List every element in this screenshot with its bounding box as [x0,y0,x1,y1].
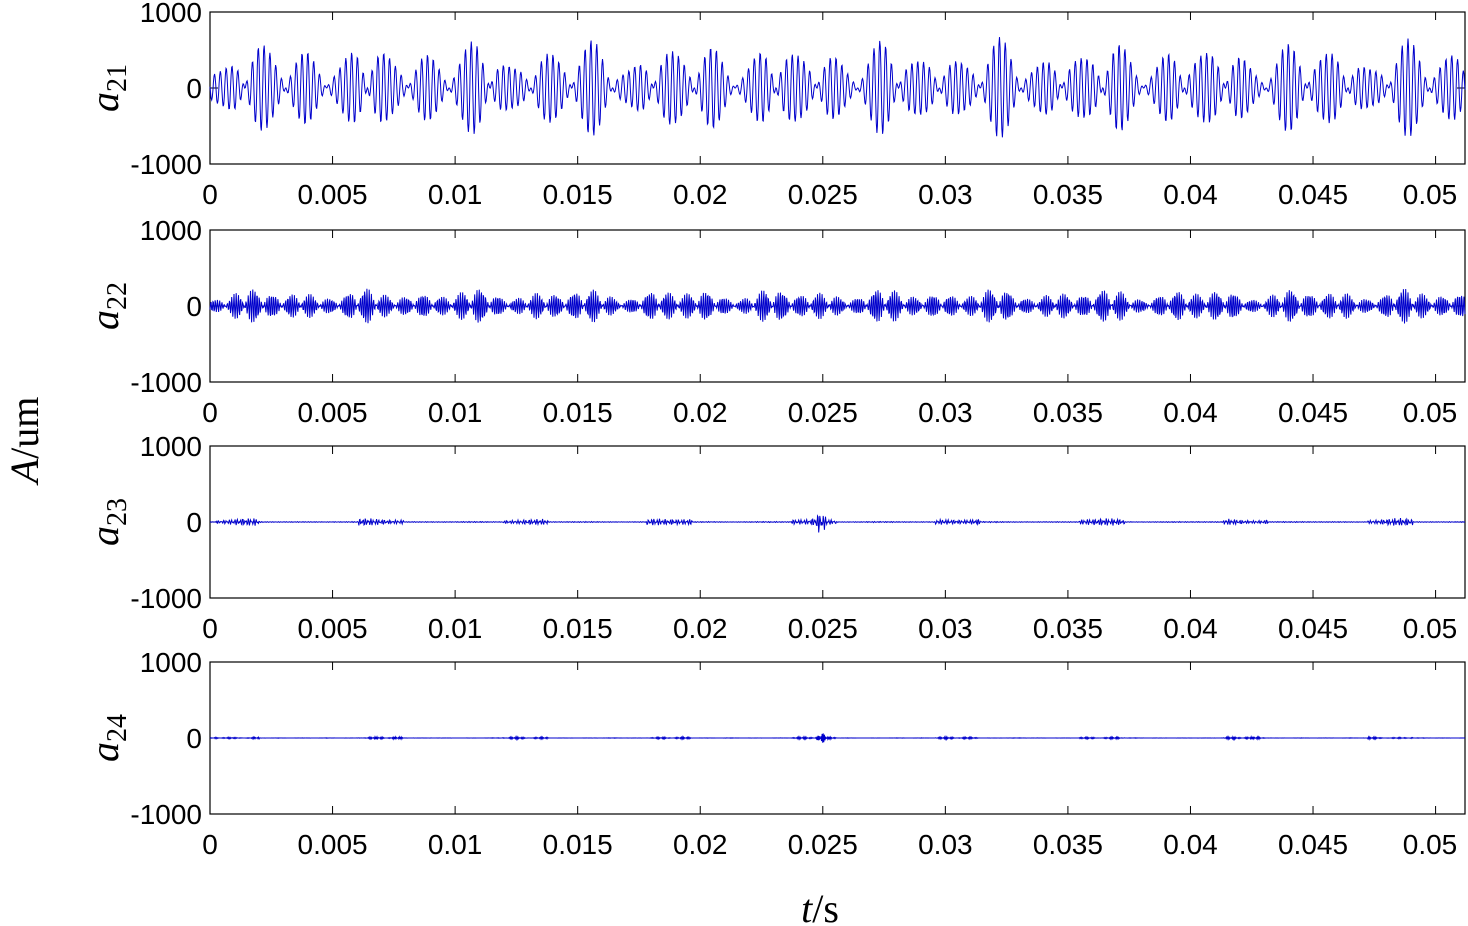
x-tick-label: 0.04 [1163,613,1218,644]
subplot-label-23: a23 [82,498,133,546]
x-tick-label: 0 [202,613,218,644]
x-tick-label: 0.05 [1403,397,1458,428]
x-tick-label: 0.05 [1403,829,1458,860]
x-tick-label: 0.03 [918,397,973,428]
x-tick-label: 0.005 [298,179,368,210]
x-tick-label: 0.01 [428,829,483,860]
x-tick-label: 0.035 [1033,613,1103,644]
y-tick-label: 1000 [140,431,202,462]
x-tick-label: 0.025 [788,179,858,210]
x-tick-label: 0.045 [1278,613,1348,644]
x-tick-label: 0.025 [788,613,858,644]
x-tick-label: 0.01 [428,179,483,210]
series-line-24 [209,733,1466,743]
x-tick-label: 0.045 [1278,397,1348,428]
x-tick-label: 0.045 [1278,829,1348,860]
x-tick-label: 0.015 [543,829,613,860]
x-tick-label: 0.025 [788,829,858,860]
x-tick-label: 0.02 [673,397,728,428]
subplot-label-24: a24 [82,714,133,762]
y-tick-label: 1000 [140,0,202,28]
y-tick-label: 1000 [140,647,202,678]
x-tick-label: 0.05 [1403,613,1458,644]
x-tick-label: 0.005 [298,829,368,860]
x-tick-label: 0.005 [298,397,368,428]
y-tick-label: -1000 [130,799,202,830]
x-tick-label: 0.035 [1033,179,1103,210]
x-tick-label: 0.04 [1163,179,1218,210]
series-line-21 [209,37,1466,138]
y-tick-label: 0 [186,73,202,104]
x-tick-label: 0.03 [918,613,973,644]
x-tick-label: 0 [202,397,218,428]
x-tick-label: 0.02 [673,613,728,644]
subplot-label-21: a21 [82,64,133,112]
x-tick-label: 0.03 [918,829,973,860]
x-tick-label: 0.04 [1163,829,1218,860]
x-tick-label: 0.01 [428,613,483,644]
y-tick-label: 1000 [140,215,202,246]
subplot-label-22: a22 [82,282,133,330]
x-tick-label: 0.035 [1033,829,1103,860]
y-tick-label: 0 [186,723,202,754]
x-tick-label: 0.015 [543,179,613,210]
x-tick-label: 0.035 [1033,397,1103,428]
x-tick-label: 0.025 [788,397,858,428]
y-tick-label: 0 [186,507,202,538]
y-tick-label: -1000 [130,583,202,614]
x-axis-title: t/s [801,886,839,926]
x-tick-label: 0.04 [1163,397,1218,428]
x-tick-label: 0.01 [428,397,483,428]
x-tick-label: 0.015 [543,397,613,428]
x-tick-label: 0.02 [673,829,728,860]
x-tick-label: 0.05 [1403,179,1458,210]
series-line-23 [209,514,1465,533]
x-tick-label: 0.005 [298,613,368,644]
x-tick-label: 0.03 [918,179,973,210]
y-tick-label: 0 [186,291,202,322]
x-tick-label: 0.045 [1278,179,1348,210]
y-axis-title: A/um [2,397,47,487]
y-tick-label: -1000 [130,149,202,180]
series-line-22 [209,288,1466,324]
x-tick-label: 0.02 [673,179,728,210]
x-tick-label: 0 [202,829,218,860]
y-tick-label: -1000 [130,367,202,398]
x-tick-label: 0 [202,179,218,210]
x-tick-label: 0.015 [543,613,613,644]
